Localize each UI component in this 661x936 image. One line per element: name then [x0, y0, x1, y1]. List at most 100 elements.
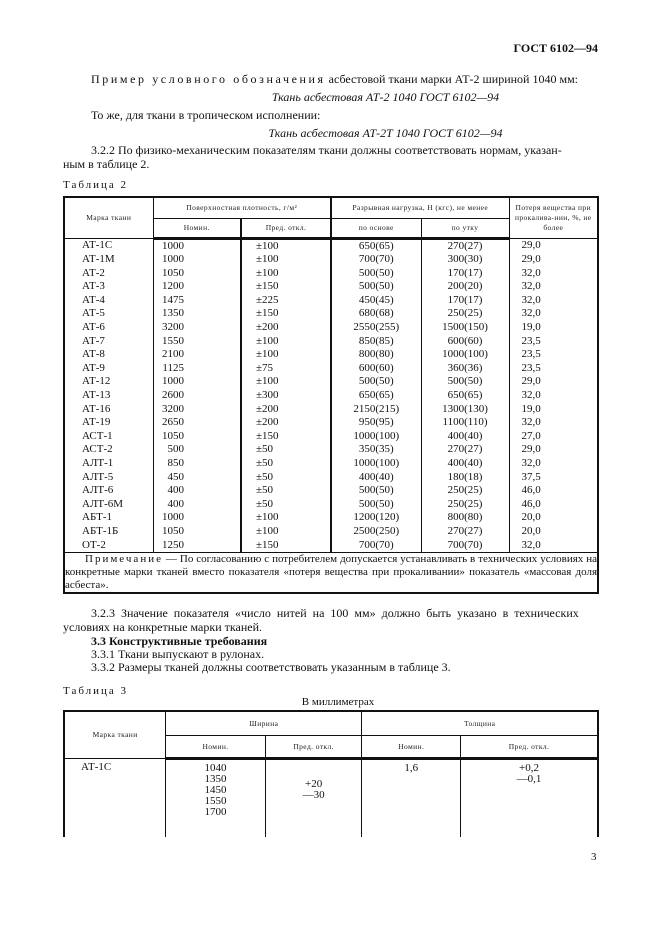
clause-3-2-3-line1: 3.2.3 Значение показателя «число нитей н… [91, 606, 579, 620]
table-row: АТ-13 2600 ±300 650(65) 650(65) 32,0 [63, 389, 599, 403]
cell-load-warp: 950(95) [330, 416, 422, 430]
cell-density-dev: ±300 [240, 389, 332, 403]
cell-load-weft: 180(18) [420, 470, 510, 485]
table-row: АТ-6 3200 ±200 2550(255) 1500(150) 19,0 [63, 321, 599, 335]
header-density: Поверхностная плотность, г/м² [152, 196, 332, 219]
cell-mark: ОТ-2 [63, 538, 154, 553]
t3-header-width-nom: Номин. [165, 734, 266, 760]
cell-density-nom: 1050 [152, 524, 242, 539]
cell-mark: АТ-8 [63, 348, 154, 362]
cell-loss: 29,0 [508, 253, 599, 267]
cell-mark: АТ-19 [63, 416, 154, 430]
cell-mark: АТ-6 [63, 321, 154, 335]
cell-density-nom: 1050 [152, 429, 242, 444]
t3-width-value: 1450 [204, 783, 227, 796]
cell-density-nom: 1350 [152, 307, 242, 322]
table-row: АБТ-1 1000 ±100 1200(120) 800(80) 20,0 [63, 511, 599, 525]
cell-density-dev: ±150 [240, 429, 332, 444]
cell-load-weft: 250(25) [420, 307, 510, 322]
table3-units: В миллиметрах [301, 696, 375, 708]
table-row: АТ-1М 1000 ±100 700(70) 300(30) 29,0 [63, 253, 599, 267]
table-row: АТ-1С 1040 1350 1450 1550 1700 +20 —30 1… [63, 758, 599, 837]
cell-mark: АТ-1М [63, 253, 154, 267]
cell-loss: 32,0 [508, 280, 599, 294]
cell-loss: 23,5 [508, 361, 599, 376]
cell-load-warp: 650(65) [330, 238, 422, 254]
cell-mark: АТ-5 [63, 307, 154, 322]
table-row: АТ-16 3200 ±200 2150(215) 1300(130) 19,0 [63, 402, 599, 417]
cell-mark: АТ-7 [63, 334, 154, 349]
cell-density-dev: ±50 [240, 457, 332, 471]
cell-density-nom: 850 [152, 457, 242, 471]
clause-3-3-2: 3.3.2 Размеры тканей должны соответствов… [91, 660, 451, 674]
cell-density-dev: ±50 [240, 470, 332, 485]
table-row: АТ-2 1050 ±100 500(50) 170(17) 32,0 [63, 266, 599, 281]
cell-loss: 32,0 [508, 293, 599, 308]
table-row: ОТ-2 1250 ±150 700(70) 700(70) 32,0 [63, 538, 599, 553]
example-paragraph: Пример условного обозначения асбестовой … [91, 72, 578, 86]
cell-load-weft: 250(25) [420, 484, 510, 498]
t3-width-value: 1040 [204, 761, 227, 774]
cell-load-warp: 1000(100) [330, 457, 422, 471]
table-row: АЛТ-6М 400 ±50 500(50) 250(25) 46,0 [63, 497, 599, 512]
cell-mark: АЛТ-1 [63, 457, 154, 471]
t3-cell-mark: АТ-1С [63, 758, 167, 837]
cell-loss: 32,0 [508, 538, 599, 553]
cell-density-dev: ±200 [240, 402, 332, 417]
section-3-3-heading: 3.3 Конструктивные требования [91, 634, 268, 648]
cell-load-warp: 500(50) [330, 497, 422, 512]
cell-mark: АТ-12 [63, 375, 154, 390]
cell-load-weft: 400(40) [420, 429, 510, 444]
t3-width-value: 1700 [204, 805, 227, 818]
cell-mark: АЛТ-6 [63, 484, 154, 498]
cell-density-nom: 1475 [152, 293, 242, 308]
cell-load-weft: 270(27) [420, 238, 510, 254]
cell-density-nom: 2650 [152, 416, 242, 430]
cell-density-dev: ±100 [240, 253, 332, 267]
cell-load-weft: 650(65) [420, 389, 510, 403]
cell-density-dev: ±200 [240, 416, 332, 430]
cell-density-dev: ±50 [240, 484, 332, 498]
cell-load-weft: 170(17) [420, 293, 510, 308]
cell-density-nom: 1200 [152, 280, 242, 294]
example-designation-1: Ткань асбестовая АТ-2 1040 ГОСТ 6102—94 [271, 90, 500, 104]
table-row: АТ-4 1475 ±225 450(45) 170(17) 32,0 [63, 293, 599, 308]
cell-load-weft: 270(27) [420, 443, 510, 457]
t3-header-mark: Марка ткани [63, 710, 167, 759]
cell-mark: АЛТ-5 [63, 470, 154, 485]
t3-thickness-dev-plus: +0,2 [519, 761, 539, 774]
cell-density-dev: ±150 [240, 280, 332, 294]
cell-mark: АСТ-2 [63, 443, 154, 457]
cell-density-nom: 1125 [152, 361, 242, 376]
cell-load-warp: 1000(100) [330, 429, 422, 444]
t3-header-thickness-nom: Номин. [361, 734, 462, 760]
cell-load-weft: 700(70) [420, 538, 510, 553]
cell-load-warp: 600(60) [330, 361, 422, 376]
cell-load-warp: 350(35) [330, 443, 422, 457]
table-row: АЛТ-6 400 ±50 500(50) 250(25) 46,0 [63, 484, 599, 498]
cell-loss: 46,0 [508, 497, 599, 512]
page-number: 3 [591, 851, 597, 863]
cell-load-warp: 700(70) [330, 253, 422, 267]
cell-mark: АТ-2 [63, 266, 154, 281]
cell-load-weft: 270(27) [420, 524, 510, 539]
document-id: ГОСТ 6102—94 [513, 41, 599, 55]
cell-mark: АТ-1С [63, 238, 154, 254]
note-label: Примечание [85, 553, 163, 566]
cell-load-warp: 500(50) [330, 375, 422, 390]
cell-loss: 19,0 [508, 321, 599, 335]
t3-cell-width-dev: +20 —30 [264, 758, 363, 837]
t3-cell-widths: 1040 1350 1450 1550 1700 [165, 758, 266, 837]
cell-load-warp: 800(80) [330, 348, 422, 362]
cell-load-warp: 650(65) [330, 389, 422, 403]
cell-load-weft: 1500(150) [420, 321, 510, 335]
cell-density-dev: ±100 [240, 348, 332, 362]
cell-density-dev: ±100 [240, 266, 332, 281]
cell-density-nom: 3200 [152, 321, 242, 335]
cell-load-warp: 2500(250) [330, 524, 422, 539]
cell-mark: АТ-16 [63, 402, 154, 417]
cell-loss: 29,0 [508, 375, 599, 390]
table-row: АТ-8 2100 ±100 800(80) 1000(100) 23,5 [63, 348, 599, 362]
cell-load-weft: 300(30) [420, 253, 510, 267]
table-row: АТ-19 2650 ±200 950(95) 1100(110) 32,0 [63, 416, 599, 430]
